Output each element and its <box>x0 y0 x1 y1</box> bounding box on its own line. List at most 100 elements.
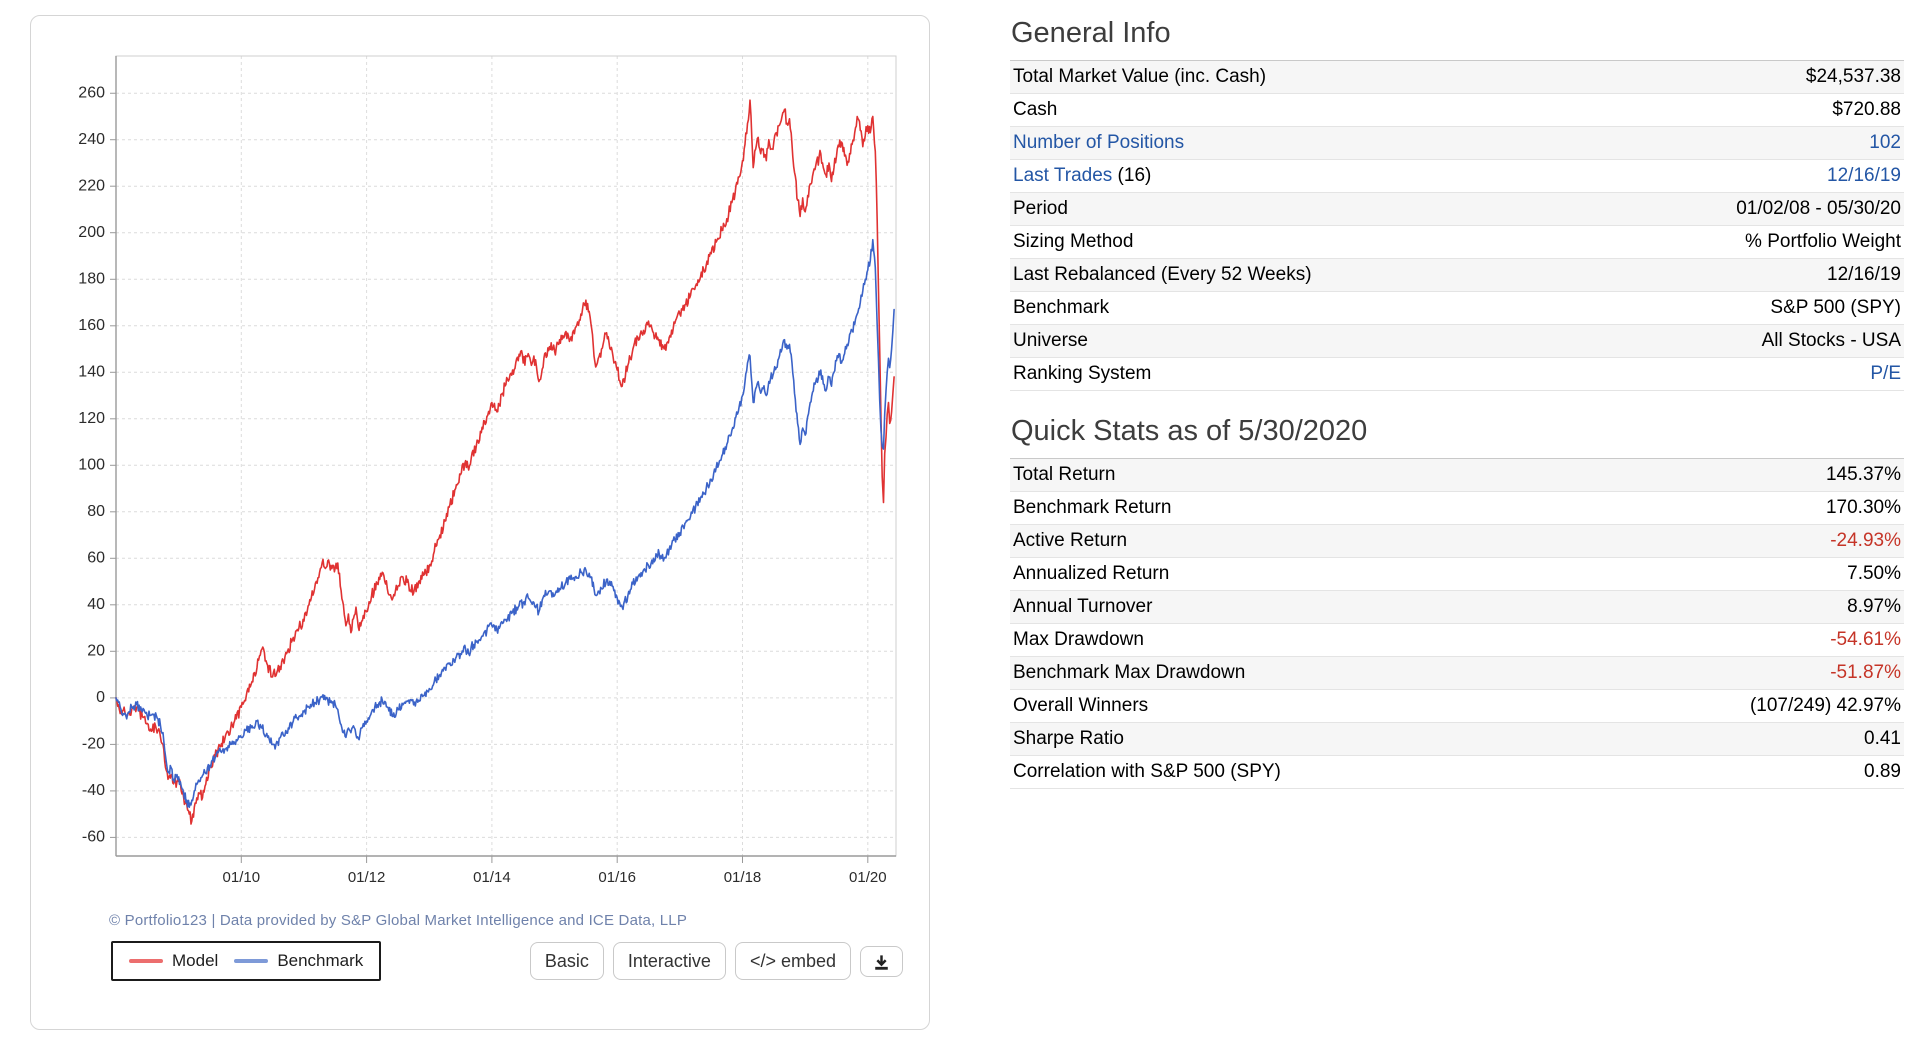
row-value: $720.88 <box>1832 99 1901 120</box>
row-label-text: Benchmark <box>1013 297 1110 318</box>
row-value[interactable]: P/E <box>1870 363 1901 384</box>
info-row: Total Market Value (inc. Cash) $24,537.38 <box>1010 61 1904 94</box>
row-label: Universe <box>1013 331 1088 351</box>
row-label-text[interactable]: Last Trades <box>1013 165 1113 186</box>
row-value: 145.37% <box>1825 464 1901 485</box>
legend-item-benchmark[interactable]: Benchmark <box>234 951 363 971</box>
info-row: Last Rebalanced (Every 52 Weeks) 12/16/19 <box>1010 259 1904 292</box>
stat-row: Total Return 145.37% <box>1010 459 1904 492</box>
download-button[interactable] <box>860 945 903 977</box>
row-value[interactable]: 12/16/19 <box>1827 165 1901 186</box>
stat-row: Annualized Return 7.50% <box>1010 558 1904 591</box>
performance-chart-card: 260 240 220 200 180 160 140 120 100 80 60 40 20 0 -20-… <box>30 15 930 1030</box>
legend-label: Benchmark <box>277 951 364 970</box>
stat-row: Active Return -24.93% <box>1010 525 1904 558</box>
stat-row: Benchmark Max Drawdown -51.87% <box>1010 657 1904 690</box>
general-info-title: General Info <box>1011 17 1171 49</box>
row-label: Annualized Return <box>1013 564 1169 584</box>
row-label: Sharpe Ratio <box>1013 729 1124 749</box>
y-axis-label: 20 <box>87 643 105 660</box>
row-label-text: Correlation with S&P 500 (SPY) <box>1013 761 1281 782</box>
y-axis-label: 80 <box>87 503 105 520</box>
general-info-table: Total Market Value (inc. Cash) $24,537.38… <box>1010 60 1904 391</box>
y-axis-label: 140 <box>78 364 105 381</box>
info-row: Cash $720.88 <box>1010 94 1904 127</box>
y-axis-label: -60 <box>82 829 105 846</box>
y-axis-label: 200 <box>78 224 105 241</box>
row-label-text: Annual Turnover <box>1013 596 1153 617</box>
row-label: Overall Winners <box>1013 696 1148 716</box>
quick-stats-title: Quick Stats as of 5/30/2020 <box>1011 415 1368 447</box>
row-value[interactable]: 102 <box>1869 132 1901 153</box>
row-label: Cash <box>1013 100 1057 120</box>
series-line-model <box>115 99 895 825</box>
row-label-text: Period <box>1013 198 1068 219</box>
row-label: Correlation with S&P 500 (SPY) <box>1013 762 1281 782</box>
row-value: (107/249) 42.97% <box>1749 695 1901 716</box>
row-label: Benchmark Return <box>1013 498 1171 518</box>
row-label: Last Trades (16) <box>1013 166 1151 186</box>
x-axis-label: 01/18 <box>724 869 762 886</box>
y-axis-label: -20 <box>82 736 105 753</box>
download-icon <box>872 953 891 972</box>
series-line-benchmark <box>115 238 895 808</box>
legend-swatch <box>129 959 163 963</box>
row-value: 12/16/19 <box>1827 264 1901 285</box>
stat-row: Overall Winners (107/249) 42.97% <box>1010 690 1904 723</box>
row-label-text: Benchmark Return <box>1013 497 1172 518</box>
y-axis-label: 160 <box>78 317 105 334</box>
chart-legend: Model Benchmark <box>111 941 382 981</box>
interactive-button[interactable]: Interactive <box>612 941 726 981</box>
row-value: 01/02/08 - 05/30/20 <box>1736 198 1901 219</box>
stat-row: Sharpe Ratio 0.41 <box>1010 723 1904 756</box>
y-axis-label: 240 <box>78 131 105 148</box>
y-axis-label: 220 <box>78 177 105 194</box>
info-row: Sizing Method % Portfolio Weight <box>1010 226 1904 259</box>
row-label-text: Active Return <box>1013 530 1128 551</box>
row-value: 0.89 <box>1864 761 1901 782</box>
row-value: 170.30% <box>1825 497 1901 518</box>
row-label: Total Return <box>1013 465 1115 485</box>
stat-row: Annual Turnover 8.97% <box>1010 591 1904 624</box>
legend-label: Model <box>172 951 219 970</box>
chart-bottom-row: Model Benchmark Basic Interactive </> emb… <box>111 941 903 981</box>
row-label-text: Universe <box>1013 330 1088 351</box>
row-label: Benchmark Max Drawdown <box>1013 663 1245 683</box>
y-axis-label: 100 <box>78 457 105 474</box>
legend-item-model[interactable]: Model <box>129 951 218 971</box>
row-label: Annual Turnover <box>1013 597 1152 617</box>
y-axis-label: 60 <box>87 550 105 567</box>
info-row: Ranking System P/E <box>1010 358 1904 391</box>
row-label-text: Ranking System <box>1013 363 1152 384</box>
row-label: Last Rebalanced (Every 52 Weeks) <box>1013 265 1312 285</box>
x-axis-label: 01/10 <box>223 869 261 886</box>
y-axis-label: 180 <box>78 271 105 288</box>
row-label-text: Benchmark Max Drawdown <box>1013 662 1246 683</box>
row-label-text: Last Rebalanced (Every 52 Weeks) <box>1013 264 1312 285</box>
info-panel: General Info Total Market Value (inc. Ca… <box>1010 15 1904 813</box>
row-label: Benchmark <box>1013 298 1109 318</box>
row-label: Sizing Method <box>1013 232 1133 252</box>
legend-swatch <box>234 959 269 963</box>
info-row: Last Trades (16) 12/16/19 <box>1010 160 1904 193</box>
info-row: Benchmark S&P 500 (SPY) <box>1010 292 1904 325</box>
info-row: Number of Positions 102 <box>1010 127 1904 160</box>
performance-chart: 260240220200180160140120100806040200-20-… <box>78 55 897 886</box>
embed-button[interactable]: </> embed <box>734 941 851 981</box>
x-axis-label: 01/20 <box>849 869 887 886</box>
x-axis-label: 01/12 <box>348 869 386 886</box>
row-label: Period <box>1013 199 1068 219</box>
info-row: Universe All Stocks - USA <box>1010 325 1904 358</box>
row-value: 8.97% <box>1847 596 1901 617</box>
row-value: 0.41 <box>1864 728 1901 749</box>
y-axis-label: 120 <box>78 410 105 427</box>
stat-row: Correlation with S&P 500 (SPY) 0.89 <box>1010 756 1904 789</box>
chart-credits: © Portfolio123 | Data provided by S&P Gl… <box>109 912 688 929</box>
chart-buttons: Basic Interactive </> embed <box>529 941 903 981</box>
basic-button[interactable]: Basic <box>529 941 604 981</box>
row-value: % Portfolio Weight <box>1745 231 1901 252</box>
row-value: -24.93% <box>1830 530 1901 551</box>
y-axis-label: 260 <box>78 84 105 101</box>
quick-stats-table: Total Return 145.37% Benchmark Return 170.3… <box>1010 458 1904 789</box>
row-label-text[interactable]: Number of Positions <box>1013 132 1185 153</box>
